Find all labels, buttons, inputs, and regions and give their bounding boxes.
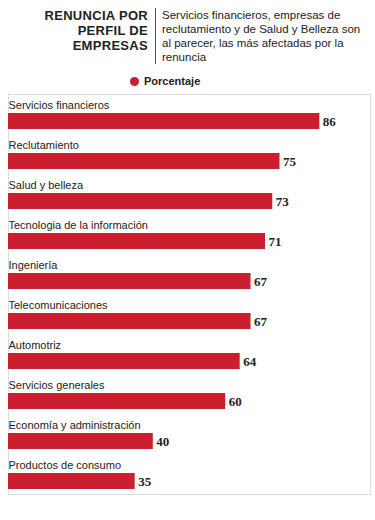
svg-text:Tecnologia de la información: Tecnologia de la información <box>9 219 148 231</box>
svg-text:73: 73 <box>276 194 290 209</box>
svg-text:Automotriz: Automotriz <box>9 339 62 351</box>
svg-text:Servicios generales: Servicios generales <box>9 379 105 391</box>
svg-text:Telecomunicaciones: Telecomunicaciones <box>9 299 109 311</box>
svg-text:71: 71 <box>269 234 282 249</box>
svg-text:35: 35 <box>138 474 152 489</box>
svg-text:67: 67 <box>254 274 267 289</box>
svg-text:Productos de consumo: Productos de consumo <box>9 459 122 471</box>
svg-text:Servicios financieros: Servicios financieros <box>9 99 110 111</box>
svg-text:Economía y administración: Economía y administración <box>9 419 141 431</box>
svg-text:75: 75 <box>283 154 297 169</box>
html-text:RENUNCIA POR PERFIL DE EMPRESA: RENUNCIA POR PERFIL DE EMPRESAS <box>44 8 148 53</box>
svg-text:64: 64 <box>243 354 257 369</box>
html-text:Porcentaje: Porcentaje <box>144 75 201 87</box>
svg-text:Salud y belleza: Salud y belleza <box>9 179 84 191</box>
svg-text:86: 86 <box>323 114 337 129</box>
svg-text:Reclutamiento: Reclutamiento <box>9 139 79 151</box>
svg-text:Ingeniería: Ingeniería <box>9 259 59 271</box>
html-text:Servicios financieros, empresa: Servicios financieros, empresas de reclu… <box>162 9 361 63</box>
svg-text:60: 60 <box>229 394 242 409</box>
svg-text:67: 67 <box>254 314 267 329</box>
svg-text:40: 40 <box>156 434 169 449</box>
